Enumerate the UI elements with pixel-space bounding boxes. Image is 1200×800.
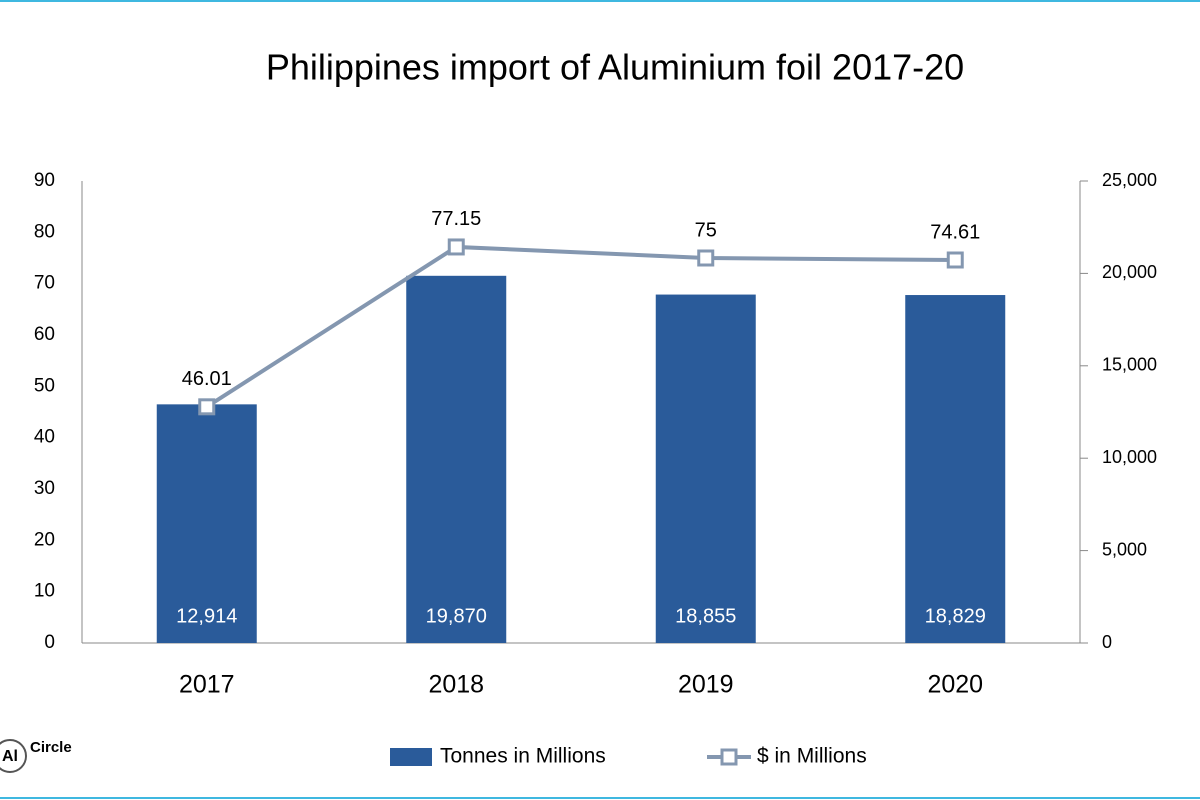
y2-tick-label: 20,000 bbox=[1102, 262, 1157, 282]
line-value-label: 75 bbox=[695, 219, 717, 241]
legend-label: $ in Millions bbox=[757, 745, 867, 768]
y-tick-label: 10 bbox=[34, 581, 55, 602]
line bbox=[205, 244, 956, 409]
x-tick-label: 2019 bbox=[678, 671, 734, 699]
line-marker bbox=[946, 251, 964, 269]
y-tick-label: 30 bbox=[34, 478, 55, 499]
bar bbox=[905, 295, 1006, 643]
bar bbox=[156, 404, 257, 643]
y-tick-label: 60 bbox=[34, 324, 55, 345]
y-tick-label: 20 bbox=[34, 529, 55, 550]
y-tick-label: 50 bbox=[34, 375, 55, 396]
y2-tick-label: 10,000 bbox=[1102, 447, 1157, 467]
y-tick-label: 0 bbox=[44, 632, 55, 653]
logo-name: Circle bbox=[30, 739, 72, 756]
x-tick-label: 2017 bbox=[179, 671, 235, 699]
x-tick-label: 2020 bbox=[927, 671, 983, 699]
y-tick-label: 40 bbox=[34, 427, 55, 448]
y2-tick-label: 15,000 bbox=[1102, 355, 1157, 375]
y2-tick-label: 25,000 bbox=[1102, 170, 1157, 190]
line-value-label: 74.61 bbox=[930, 221, 980, 243]
legend-swatch bbox=[390, 748, 432, 766]
chart-title: Philippines import of Aluminium foil 201… bbox=[266, 47, 964, 88]
bar-value-label: 12,914 bbox=[176, 605, 237, 627]
legend-label: Tonnes in Millions bbox=[440, 745, 606, 768]
y-tick-label: 70 bbox=[34, 273, 55, 294]
bar-value-label: 18,829 bbox=[925, 605, 986, 627]
y-tick-label: 90 bbox=[34, 170, 55, 191]
logo-circle bbox=[0, 739, 27, 773]
y2-tick-label: 5,000 bbox=[1102, 539, 1147, 559]
y2-tick-label: 0 bbox=[1102, 632, 1112, 652]
bar bbox=[406, 275, 507, 643]
line-marker bbox=[697, 249, 715, 267]
line-value-label: 46.01 bbox=[182, 368, 232, 390]
bar bbox=[655, 294, 756, 643]
line-value-label: 77.15 bbox=[431, 208, 481, 230]
bar-value-label: 19,870 bbox=[426, 605, 487, 627]
x-tick-label: 2018 bbox=[428, 671, 484, 699]
logo-mark: Al bbox=[2, 748, 18, 765]
line-marker bbox=[447, 238, 465, 256]
y-tick-label: 80 bbox=[34, 221, 55, 242]
bar-value-label: 18,855 bbox=[675, 605, 736, 627]
line-marker bbox=[198, 398, 216, 416]
legend-swatch-marker bbox=[720, 748, 738, 766]
